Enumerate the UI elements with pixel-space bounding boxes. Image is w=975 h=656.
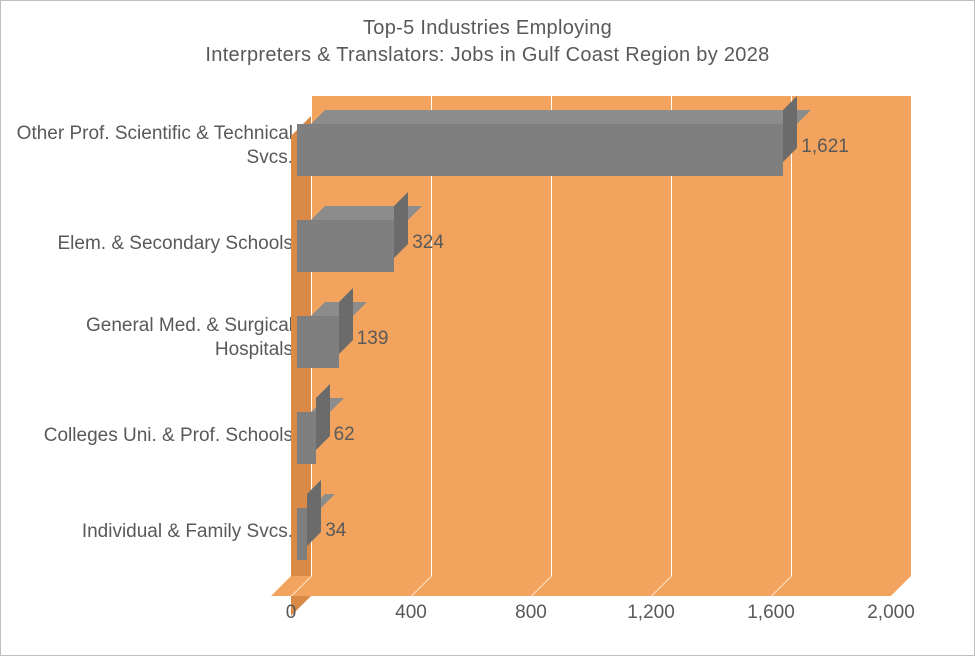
x-tick-label: 0 bbox=[286, 602, 297, 624]
y-axis-label: Elem. & Secondary Schools bbox=[13, 232, 293, 256]
bar: 1,621 bbox=[311, 124, 797, 176]
plot-floor bbox=[271, 576, 911, 596]
bar: 62 bbox=[311, 412, 330, 464]
chart-title-line1: Top-5 Industries Employing bbox=[363, 17, 612, 39]
bar-side-face bbox=[783, 96, 797, 162]
bar: 34 bbox=[311, 508, 321, 560]
bar-front-face bbox=[297, 220, 394, 272]
grid-line bbox=[911, 96, 912, 576]
bar-front-face bbox=[297, 124, 783, 176]
bar: 139 bbox=[311, 316, 353, 368]
y-axis-label: Colleges Uni. & Prof. Schools bbox=[13, 424, 293, 448]
bar-side-face bbox=[307, 480, 321, 546]
chart-title: Top-5 Industries Employing Interpreters … bbox=[1, 15, 974, 69]
plot-area: 1,6213241396234 04008001,2001,6002,000 bbox=[311, 96, 911, 576]
y-axis-label: Other Prof. Scientific & Technical Svcs. bbox=[13, 122, 293, 170]
y-axis-label: Individual & Family Svcs. bbox=[13, 520, 293, 544]
bar-value-label: 139 bbox=[357, 328, 389, 350]
bar-value-label: 324 bbox=[412, 232, 444, 254]
bar-top-face bbox=[311, 110, 811, 124]
bar-front-face bbox=[297, 508, 307, 560]
y-axis-label: General Med. & Surgical Hospitals bbox=[13, 314, 293, 362]
bar-front-face bbox=[297, 412, 316, 464]
bar: 324 bbox=[311, 220, 408, 272]
bar-value-label: 1,621 bbox=[801, 136, 849, 158]
bar-side-face bbox=[394, 192, 408, 258]
x-tick-label: 2,000 bbox=[867, 602, 915, 624]
bar-value-label: 34 bbox=[325, 520, 346, 542]
x-tick-label: 1,600 bbox=[747, 602, 795, 624]
chart-container: Top-5 Industries Employing Interpreters … bbox=[0, 0, 975, 656]
bar-value-label: 62 bbox=[334, 424, 355, 446]
x-tick-label: 800 bbox=[515, 602, 547, 624]
x-tick-label: 1,200 bbox=[627, 602, 675, 624]
bar-front-face bbox=[297, 316, 339, 368]
x-tick-label: 400 bbox=[395, 602, 427, 624]
chart-title-line2: Interpreters & Translators: Jobs in Gulf… bbox=[205, 44, 769, 66]
